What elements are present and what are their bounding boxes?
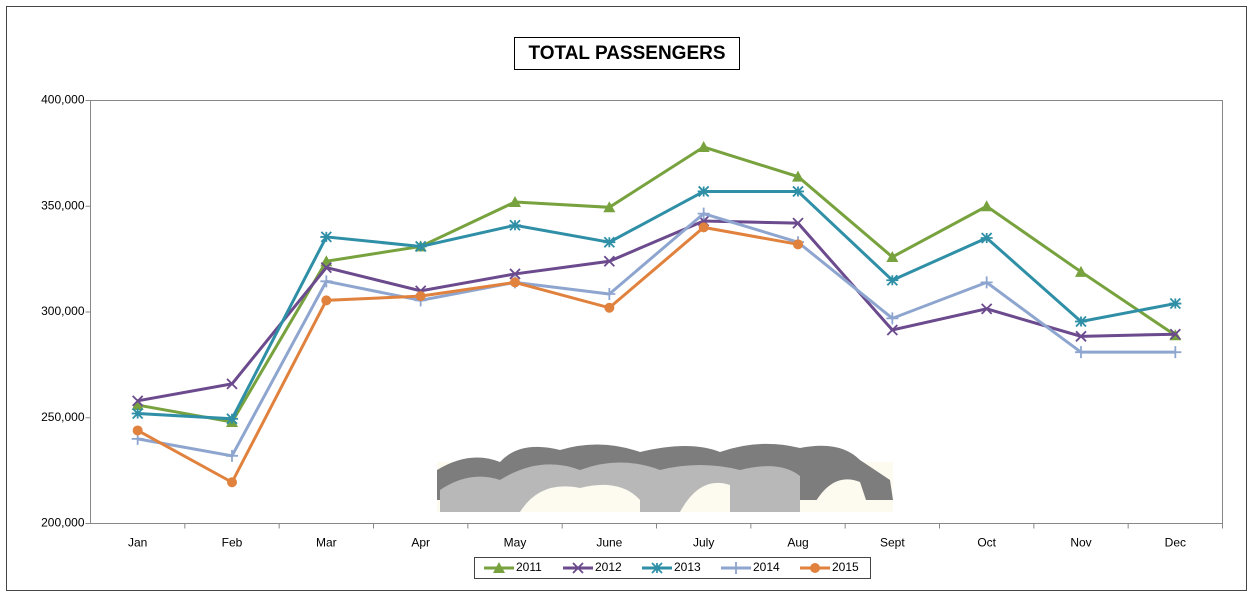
marker — [981, 303, 993, 315]
marker — [1169, 297, 1182, 310]
marker — [886, 274, 899, 286]
y-tick-label: 400,000 — [41, 93, 85, 107]
marker — [886, 251, 899, 263]
marker — [572, 562, 584, 574]
marker — [697, 185, 710, 198]
marker — [415, 291, 426, 302]
x-tick-label: Aug — [787, 536, 808, 550]
legend-label: 2011 — [516, 560, 542, 574]
marker — [510, 277, 520, 288]
marker — [603, 236, 616, 248]
marker — [793, 239, 803, 250]
marker — [1075, 265, 1087, 277]
line — [137, 219, 1176, 403]
crowd-image — [437, 443, 893, 512]
x-tick-label: Apr — [411, 536, 430, 550]
x-tick-label: Oct — [977, 536, 996, 550]
y-tick-label: 300,000 — [41, 304, 85, 318]
series — [132, 215, 1181, 407]
marker — [227, 477, 237, 488]
marker — [1075, 315, 1087, 328]
marker — [320, 231, 333, 243]
marker — [697, 207, 710, 220]
marker — [493, 562, 505, 573]
marker — [131, 407, 144, 420]
series — [131, 185, 1182, 425]
marker — [321, 295, 332, 306]
legend-label: 2013 — [674, 560, 701, 574]
marker — [810, 563, 820, 573]
line — [137, 211, 1176, 458]
marker — [132, 395, 144, 407]
marker — [604, 302, 615, 313]
marker — [603, 201, 616, 213]
legend-label: 2012 — [595, 560, 622, 574]
marker — [1169, 328, 1181, 340]
marker — [603, 255, 615, 267]
marker — [1075, 346, 1087, 359]
marker — [698, 222, 709, 233]
x-tick-label: Nov — [1070, 536, 1091, 550]
marker — [131, 399, 144, 411]
marker — [603, 288, 616, 301]
x-tick-label: Jan — [128, 536, 147, 550]
x-tick-label: June — [596, 536, 622, 550]
y-tick-label: 350,000 — [41, 198, 85, 212]
x-tick-label: July — [693, 536, 714, 550]
chart-title: TOTAL PASSENGERS — [528, 43, 725, 64]
marker — [886, 312, 899, 325]
x-tick-label: May — [504, 536, 527, 550]
marker — [1075, 330, 1087, 342]
marker — [509, 219, 521, 231]
x-tick-label: Feb — [222, 536, 243, 550]
marker — [320, 261, 332, 274]
x-tick-label: Mar — [316, 536, 337, 550]
marker — [886, 324, 898, 336]
y-tick-label: 250,000 — [41, 410, 85, 424]
marker — [320, 275, 333, 288]
legend-label: 2014 — [753, 560, 780, 574]
marker — [132, 425, 143, 436]
marker — [792, 185, 804, 198]
marker — [697, 141, 710, 153]
legend-label: 2015 — [832, 560, 859, 574]
marker — [980, 200, 993, 212]
marker — [509, 268, 521, 280]
marker — [980, 276, 993, 289]
title-box — [514, 37, 740, 70]
marker — [651, 562, 663, 574]
marker — [226, 413, 238, 425]
marker — [980, 232, 993, 244]
marker — [730, 562, 742, 574]
y-tick-label: 200,000 — [41, 516, 85, 530]
marker — [414, 240, 427, 253]
series — [132, 222, 803, 488]
marker — [1169, 346, 1182, 359]
x-tick-label: Dec — [1165, 536, 1186, 550]
marker — [226, 449, 238, 462]
marker — [509, 196, 521, 208]
marker — [792, 217, 804, 229]
line — [136, 225, 799, 485]
marker — [792, 170, 804, 182]
line — [137, 189, 1176, 421]
x-tick-label: Sept — [880, 536, 905, 550]
marker — [226, 378, 238, 390]
